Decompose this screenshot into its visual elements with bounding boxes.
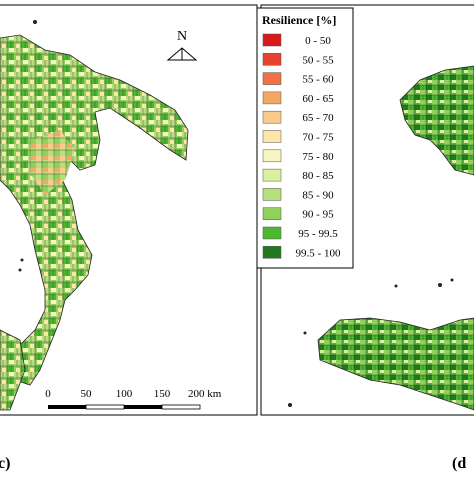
- island: [20, 258, 24, 262]
- scale-bar: [48, 404, 201, 410]
- legend-label: 70 - 75: [302, 132, 334, 144]
- legend-label: 95 - 99.5: [298, 228, 338, 240]
- scale-label: 150: [154, 388, 171, 400]
- legend-label: 85 - 90: [302, 189, 334, 201]
- legend-title: Resilience [%]: [262, 13, 336, 27]
- legend-label: 55 - 60: [302, 74, 334, 86]
- island: [303, 331, 307, 335]
- legend-label: 65 - 70: [302, 112, 334, 124]
- legend-swatch: [262, 33, 282, 47]
- legend-swatch: [262, 246, 282, 259]
- legend-swatch: [262, 110, 282, 124]
- campania: [399, 65, 474, 176]
- legend-label: 60 - 65: [302, 93, 334, 105]
- legend-label: 90 - 95: [302, 209, 334, 221]
- legend-label: 50 - 55: [302, 54, 334, 66]
- inland-zone: [28, 130, 75, 195]
- scale-label: 0: [45, 388, 51, 400]
- north-label: N: [177, 29, 187, 44]
- legend-label: 0 - 50: [305, 35, 331, 47]
- island: [288, 403, 292, 407]
- island: [450, 278, 454, 282]
- scale-label: 50: [81, 388, 93, 400]
- legend-swatch: [262, 130, 282, 143]
- legend-swatch: [262, 72, 282, 85]
- legend-swatch: [262, 226, 282, 240]
- legend-swatch: [262, 207, 282, 220]
- legend-swatch: [262, 188, 282, 201]
- island: [394, 284, 398, 288]
- panel-label: (d: [452, 455, 466, 472]
- scale-label: 200 km: [188, 388, 222, 400]
- legend-swatch: [262, 91, 282, 105]
- scale-label: 100: [116, 388, 133, 400]
- sicily-tip: [0, 329, 26, 411]
- legend-label: 75 - 80: [302, 151, 334, 163]
- legend-label: 80 - 85: [302, 170, 334, 182]
- legend-label: 99.5 - 100: [296, 247, 341, 259]
- island: [18, 268, 22, 272]
- panel-label: c): [0, 455, 10, 472]
- island: [33, 20, 37, 24]
- legend-swatch: [262, 168, 282, 182]
- legend-swatch: [262, 53, 282, 66]
- peninsula: [0, 34, 189, 386]
- island: [438, 283, 442, 287]
- sicily: [317, 317, 474, 411]
- legend-swatch: [262, 149, 282, 163]
